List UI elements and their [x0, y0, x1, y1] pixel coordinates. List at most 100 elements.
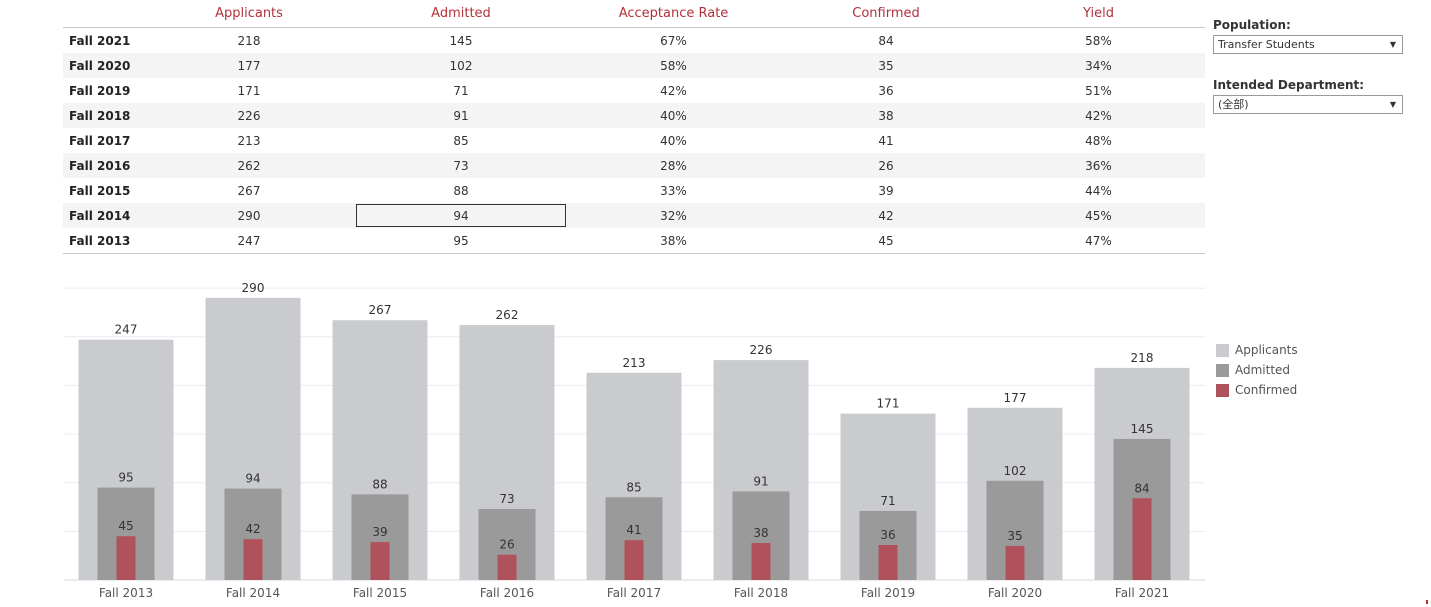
- confirmed-bar[interactable]: [370, 542, 390, 580]
- table-cell[interactable]: 67%: [660, 33, 687, 48]
- confirmed-bar[interactable]: [624, 540, 644, 580]
- table-cell[interactable]: 40%: [567, 103, 780, 128]
- table-cell[interactable]: 44%: [1085, 183, 1112, 198]
- table-row: Fall 2019 171 71 42% 36 51%: [63, 78, 1205, 103]
- table-cell[interactable]: 34%: [992, 53, 1205, 78]
- column-header[interactable]: Acceptance Rate: [567, 0, 780, 28]
- row-header[interactable]: Fall 2014: [63, 203, 143, 228]
- table-cell[interactable]: 32%: [567, 203, 780, 228]
- table-cell[interactable]: 28%: [567, 153, 780, 178]
- column-header[interactable]: Applicants: [143, 0, 355, 28]
- summary-table: Applicants Admitted Acceptance Rate Conf…: [63, 0, 1205, 254]
- table-cell[interactable]: 267: [237, 183, 261, 198]
- table-cell[interactable]: 26: [780, 153, 992, 178]
- table-cell[interactable]: 45: [780, 228, 992, 254]
- confirmed-label: 26: [499, 538, 514, 552]
- table-cell[interactable]: 58%: [567, 53, 780, 78]
- table-cell[interactable]: 42%: [660, 83, 687, 98]
- table-cell[interactable]: 48%: [1085, 133, 1112, 148]
- table-cell[interactable]: 84: [878, 33, 894, 48]
- row-header[interactable]: Fall 2020: [63, 53, 143, 78]
- table-cell[interactable]: 42: [780, 203, 992, 228]
- confirmed-bar[interactable]: [243, 539, 263, 580]
- table-row: Fall 2014 290 94 32% 42 45%: [63, 203, 1205, 228]
- row-header[interactable]: Fall 2018: [63, 103, 143, 128]
- table-cell[interactable]: 91: [355, 103, 567, 128]
- applicants-swatch: [1216, 343, 1229, 357]
- x-tick-label: Fall 2021: [1115, 586, 1169, 600]
- confirmed-bar[interactable]: [497, 554, 517, 580]
- department-dropdown[interactable]: (全部) ▼: [1213, 95, 1403, 114]
- admitted-label: 88: [372, 477, 387, 491]
- table-row: Fall 2015 267 88 33% 39 44%: [63, 178, 1205, 203]
- table-cell[interactable]: 226: [143, 103, 355, 128]
- row-header[interactable]: Fall 2016: [63, 153, 143, 178]
- column-header[interactable]: Yield: [992, 0, 1205, 28]
- table-cell[interactable]: 145: [449, 33, 473, 48]
- confirmed-bar[interactable]: [878, 544, 898, 580]
- x-tick-label: Fall 2013: [99, 586, 153, 600]
- table-cell[interactable]: 45%: [992, 203, 1205, 228]
- table-cell[interactable]: 94: [355, 203, 567, 228]
- table-cell[interactable]: 247: [143, 228, 355, 254]
- table-cell[interactable]: 85: [453, 133, 469, 148]
- applicants-label: 226: [750, 343, 773, 357]
- table-row: Fall 2021 218 145 67% 84 58%: [63, 28, 1205, 54]
- admitted-label: 73: [499, 492, 514, 506]
- table-cell[interactable]: 35: [780, 53, 992, 78]
- chart-legend: Applicants Admitted Confirmed: [1216, 340, 1298, 400]
- x-tick-label: Fall 2015: [353, 586, 407, 600]
- applicants-label: 171: [877, 397, 900, 411]
- admitted-label: 102: [1004, 464, 1027, 478]
- table-cell[interactable]: 73: [355, 153, 567, 178]
- table-cell[interactable]: 42%: [992, 103, 1205, 128]
- table-header-row: Applicants Admitted Acceptance Rate Conf…: [63, 0, 1205, 28]
- population-dropdown[interactable]: Transfer Students ▼: [1213, 35, 1403, 54]
- table-cell[interactable]: 33%: [660, 183, 687, 198]
- table-cell[interactable]: 262: [143, 153, 355, 178]
- table-cell[interactable]: 39: [878, 183, 894, 198]
- applicants-label: 262: [496, 308, 519, 322]
- table-cell[interactable]: 95: [355, 228, 567, 254]
- table-cell[interactable]: 177: [143, 53, 355, 78]
- confirmed-label: 84: [1134, 481, 1149, 495]
- table-cell[interactable]: 36: [878, 83, 894, 98]
- table-cell[interactable]: 58%: [1085, 33, 1112, 48]
- table-cell[interactable]: 88: [453, 183, 469, 198]
- table-cell[interactable]: 36%: [992, 153, 1205, 178]
- row-header[interactable]: Fall 2013: [63, 228, 143, 254]
- confirmed-bar[interactable]: [116, 536, 136, 580]
- admitted-label: 71: [880, 494, 895, 508]
- column-header[interactable]: Admitted: [355, 0, 567, 28]
- filter-panel: Population: Transfer Students ▼ Intended…: [1213, 18, 1403, 138]
- table-cell[interactable]: 41: [878, 133, 894, 148]
- table-cell[interactable]: 40%: [660, 133, 687, 148]
- table-cell[interactable]: 51%: [1085, 83, 1112, 98]
- row-header[interactable]: Fall 2015: [69, 183, 131, 198]
- table-cell[interactable]: 71: [453, 83, 469, 98]
- row-header[interactable]: Fall 2017: [69, 133, 131, 148]
- table-cell[interactable]: 171: [237, 83, 261, 98]
- confirmed-label: 38: [753, 526, 768, 540]
- table-cell[interactable]: 47%: [992, 228, 1205, 254]
- table-cell[interactable]: 38: [780, 103, 992, 128]
- row-header[interactable]: Fall 2021: [69, 33, 131, 48]
- table-row: Fall 2013 247 95 38% 45 47%: [63, 228, 1205, 254]
- table-cell[interactable]: 213: [237, 133, 261, 148]
- confirmed-bar[interactable]: [1132, 498, 1152, 580]
- admitted-swatch: [1216, 363, 1229, 377]
- table-cell[interactable]: 218: [237, 33, 261, 48]
- legend-item-applicants[interactable]: Applicants: [1216, 340, 1298, 360]
- applicants-label: 247: [115, 323, 138, 337]
- legend-item-confirmed[interactable]: Confirmed: [1216, 380, 1298, 400]
- applicants-label: 290: [242, 281, 265, 295]
- row-header[interactable]: Fall 2019: [69, 83, 131, 98]
- confirmed-bar[interactable]: [751, 543, 771, 580]
- population-selected-value: Transfer Students: [1218, 38, 1315, 51]
- confirmed-bar[interactable]: [1005, 545, 1025, 580]
- table-cell[interactable]: 38%: [567, 228, 780, 254]
- table-cell[interactable]: 290: [143, 203, 355, 228]
- column-header[interactable]: Confirmed: [780, 0, 992, 28]
- table-cell[interactable]: 102: [355, 53, 567, 78]
- legend-item-admitted[interactable]: Admitted: [1216, 360, 1298, 380]
